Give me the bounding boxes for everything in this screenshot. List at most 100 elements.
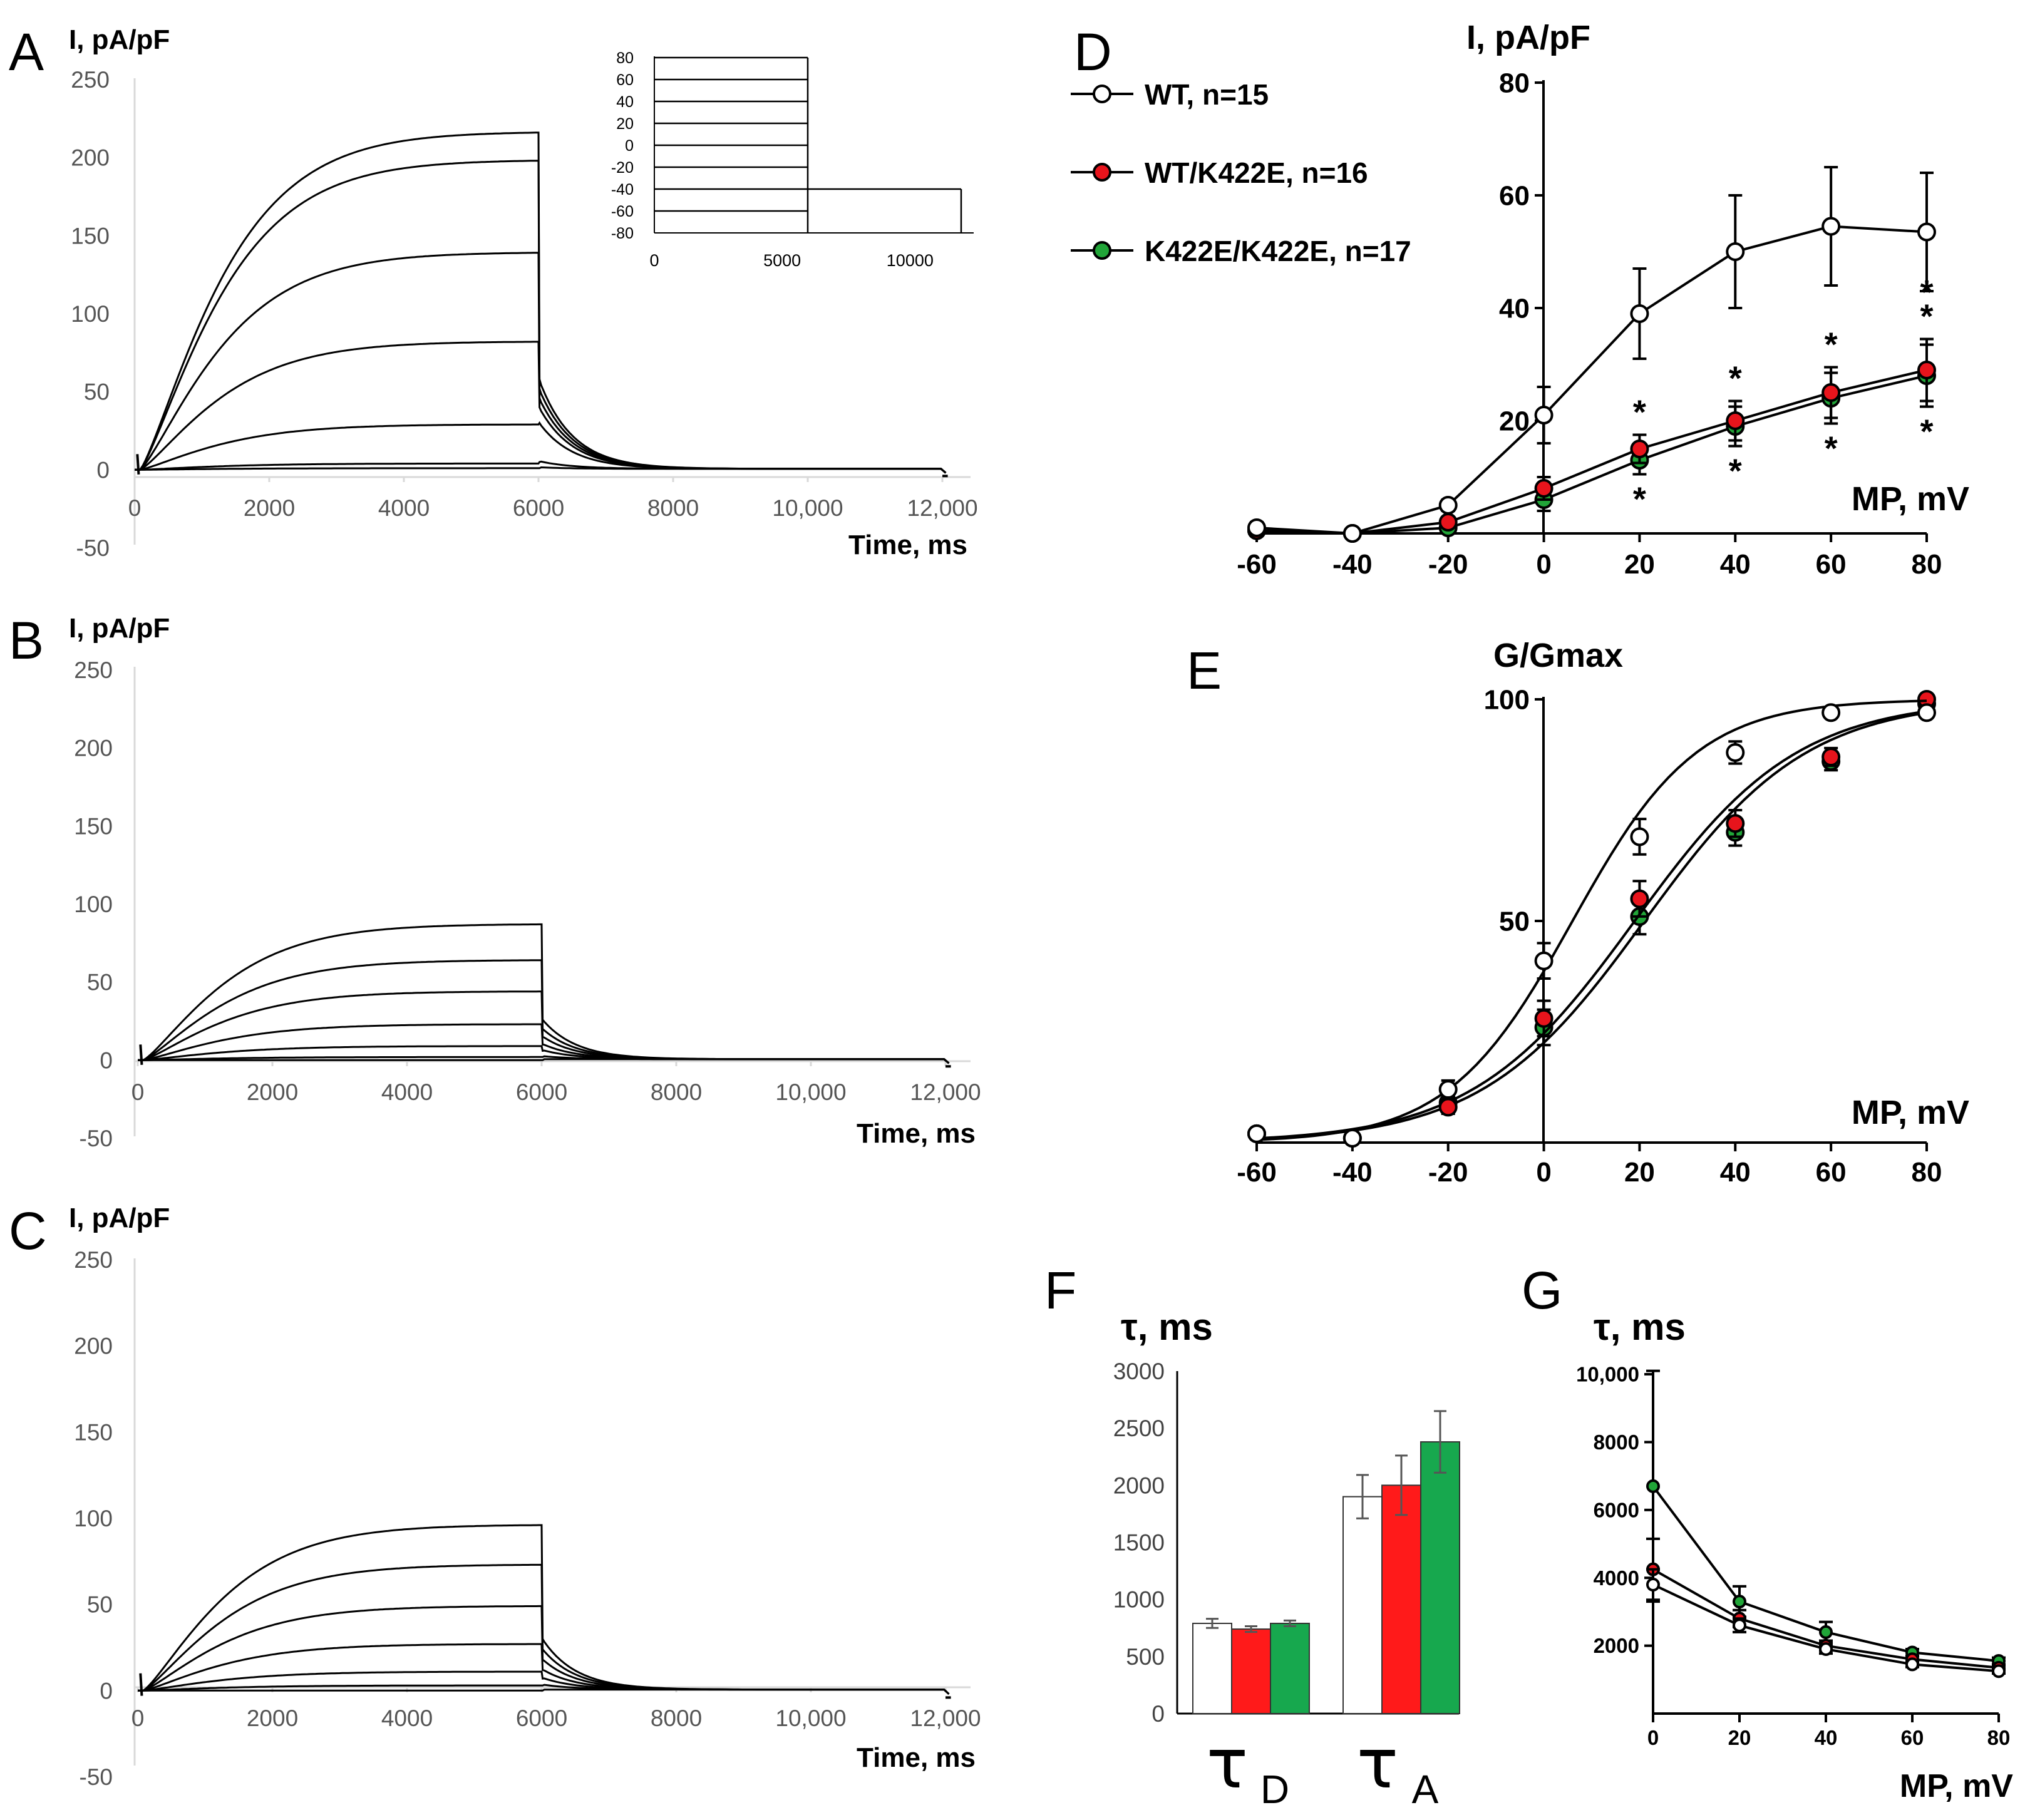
data-point [1819, 1642, 1833, 1657]
y-tick-label: 100 [74, 1506, 113, 1531]
legend-marker [1093, 241, 1111, 260]
inset-y-tick-label: 60 [616, 71, 634, 89]
y-tick-label: 250 [74, 657, 113, 683]
x-tick-label: 20 [1624, 549, 1655, 580]
data-point [1646, 1578, 1660, 1592]
x-tick-label: 60 [1901, 1726, 1924, 1749]
x-tick-label: 0 [1536, 1157, 1551, 1188]
panel-letter-c: C [9, 1201, 47, 1260]
data-point [1438, 496, 1458, 515]
data-point [1733, 1595, 1746, 1609]
y-tick-label: 200 [74, 736, 113, 761]
data-point [1821, 383, 1841, 402]
x-tick-label: 60 [1816, 1157, 1847, 1188]
y-tick-label: 50 [87, 1592, 113, 1618]
significance-asterisk: * [1920, 298, 1933, 336]
x-tick-label: -20 [1428, 1157, 1468, 1188]
panel-c: C I, pA/pF Time, ms 250 200 150 100 50 0 -50 0… [9, 1201, 981, 1790]
data-point [1819, 1625, 1833, 1639]
y-tick-label: 0 [100, 1678, 113, 1704]
x-tick-label: 10,000 [772, 495, 843, 521]
x-tick-label: -60 [1237, 1157, 1277, 1188]
current-trace [135, 466, 947, 474]
x-tick-label: -40 [1332, 549, 1373, 580]
data-point [1992, 1664, 2006, 1679]
ylabel-g: τ, ms [1594, 1306, 1686, 1348]
x-tick-label: 6000 [513, 495, 564, 521]
y-ticks-b: 250 200 150 100 50 0 -50 [74, 657, 113, 1151]
xlabel-c: Time, ms [857, 1742, 976, 1773]
significance-asterisk: * [1633, 481, 1646, 518]
bar [1231, 1628, 1271, 1714]
bar [1270, 1622, 1310, 1715]
ylabel-f: τ, ms [1121, 1306, 1213, 1348]
series-line [1256, 225, 1927, 535]
series-line [1256, 711, 1927, 1140]
category-label: τ [1207, 1724, 1248, 1804]
y-tick-label: 150 [71, 223, 110, 249]
category-label-subscript: A [1412, 1767, 1439, 1812]
xlabel-d: MP, mV [1852, 480, 1969, 518]
data-point [1438, 1080, 1458, 1099]
y-tick-label: -50 [80, 1764, 113, 1790]
series-line [1256, 699, 1927, 1141]
y-tick-label: 50 [84, 379, 110, 405]
significance-asterisk: * [1729, 360, 1742, 398]
x-tick-label: 0 [1647, 1726, 1659, 1749]
bar [1342, 1496, 1383, 1714]
data-point [1630, 440, 1649, 458]
inset-y-tick-label: 20 [616, 115, 634, 133]
x-tick-label: 12,000 [910, 1705, 981, 1731]
x-tick-label: 60 [1816, 549, 1847, 580]
y-ticks-a: 250 200 150 100 50 0 -50 [71, 67, 110, 561]
inset-x-tick-label: 10000 [887, 251, 934, 270]
panel-e: E G/Gmax MP, mV -60 -40 -20 0 20 40 60 80 100 50 [1187, 637, 1969, 1188]
data-point [1726, 242, 1745, 261]
current-trace [138, 1689, 950, 1695]
data-point [1534, 406, 1554, 424]
traces-b [138, 923, 951, 1068]
capacitive-artifact [136, 454, 948, 478]
bar [1192, 1622, 1232, 1715]
panel-letter-d: D [1074, 23, 1112, 81]
legend-d: WT, n=15 WT/K422E, n=16 K422E/K422E, n=17 [1071, 78, 1411, 267]
category-label: τ [1357, 1724, 1398, 1804]
significance-asterisk: * [1920, 413, 1933, 451]
data-point [1630, 304, 1649, 323]
y-tick-label: 2000 [1594, 1634, 1639, 1657]
inset-steps [654, 56, 962, 233]
x-tick-label: -20 [1428, 549, 1468, 580]
bar [1420, 1441, 1460, 1714]
xlabel-b: Time, ms [857, 1118, 976, 1149]
x-tick-label: 40 [1815, 1726, 1838, 1749]
x-tick-label: 8000 [651, 1705, 702, 1731]
inset-y-tick-label: 40 [616, 93, 634, 111]
data-point [1821, 703, 1841, 722]
y-tick-label: 150 [74, 1419, 113, 1445]
series-d: ********* [1247, 166, 1936, 543]
current-trace [135, 160, 947, 474]
xlabel-e: MP, mV [1852, 1094, 1969, 1131]
x-tick-label: 2000 [247, 1705, 298, 1731]
y-tick-label: 3000 [1113, 1359, 1165, 1384]
x-tick-label: 8000 [647, 495, 699, 521]
current-trace [135, 131, 947, 474]
data-point [1917, 222, 1936, 242]
traces-a [135, 131, 948, 478]
category-label-subscript: D [1260, 1767, 1289, 1812]
x-tick-label: -60 [1237, 549, 1277, 580]
x-tick-label: 80 [1912, 549, 1942, 580]
data-point [1726, 743, 1745, 762]
significance-asterisk: * [1920, 274, 1933, 311]
y-tick-label: 50 [1499, 906, 1530, 937]
data-point [1630, 827, 1649, 846]
significance-asterisk: * [1729, 453, 1742, 490]
y-tick-label: 250 [74, 1247, 113, 1273]
inset-y-tick-label: -20 [611, 159, 634, 177]
x-tick-label: 20 [1728, 1726, 1751, 1749]
y-tick-label: 50 [87, 970, 113, 995]
bar [1381, 1484, 1421, 1714]
